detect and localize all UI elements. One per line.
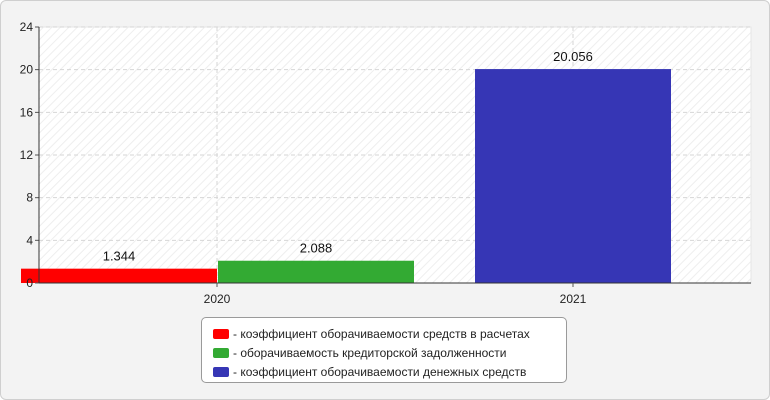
y-tick-label: 16 bbox=[20, 105, 34, 119]
legend-swatch-red bbox=[213, 328, 229, 339]
legend: - коэффициент оборачиваемости средств в … bbox=[201, 317, 567, 383]
data-label: 1.344 bbox=[103, 249, 136, 264]
y-tick-label: 8 bbox=[26, 191, 33, 205]
legend-item: - коэффициент оборачиваемости средств в … bbox=[213, 324, 566, 343]
y-tick-label: 0 bbox=[26, 276, 33, 290]
bar bbox=[475, 69, 671, 283]
legend-item: - оборачиваемость кредиторской задолженн… bbox=[213, 343, 566, 362]
bar bbox=[21, 268, 217, 283]
legend-label: - коэффициент оборачиваемости средств в … bbox=[233, 326, 530, 341]
legend-label: - коэффициент оборачиваемости денежных с… bbox=[233, 364, 527, 379]
x-tick-label: 2020 bbox=[204, 292, 231, 306]
data-label: 20.056 bbox=[553, 49, 593, 64]
data-label: 2.088 bbox=[300, 241, 333, 256]
legend-item: - коэффициент оборачиваемости денежных с… bbox=[213, 362, 566, 381]
bar bbox=[218, 260, 414, 283]
x-tick-label: 2021 bbox=[560, 292, 587, 306]
y-tick-label: 24 bbox=[20, 20, 34, 34]
legend-label: - оборачиваемость кредиторской задолженн… bbox=[233, 345, 507, 360]
y-tick-label: 12 bbox=[20, 148, 34, 162]
y-tick-label: 20 bbox=[20, 63, 34, 77]
legend-swatch-green bbox=[213, 347, 229, 358]
legend-swatch-blue bbox=[213, 366, 229, 377]
y-tick-label: 4 bbox=[26, 233, 33, 247]
